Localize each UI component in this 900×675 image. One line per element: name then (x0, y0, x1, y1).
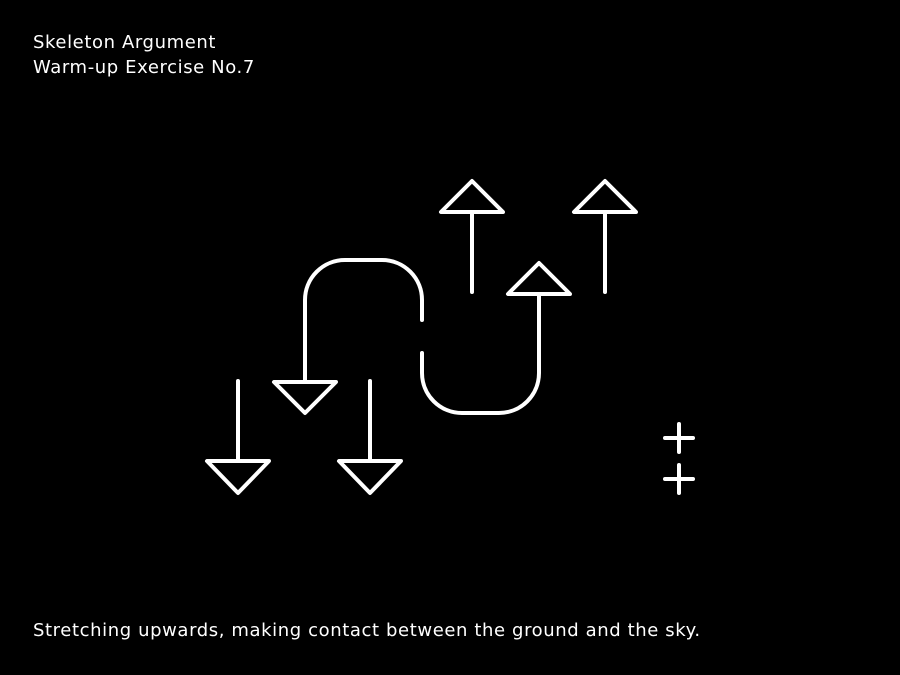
curved-up-arrow-icon (420, 261, 572, 415)
page-title: Skeleton Argument (33, 32, 217, 53)
page-subtitle: Warm-up Exercise No.7 (33, 57, 255, 78)
caption-text: Stretching upwards, making contact betwe… (33, 620, 701, 641)
plus-icon (663, 463, 695, 495)
up-arrow-icon (439, 179, 505, 294)
plus-icon (663, 422, 695, 454)
up-arrow-icon (572, 179, 638, 294)
down-arrow-icon (205, 379, 271, 495)
down-arrow-icon (337, 379, 403, 495)
curved-down-arrow-icon (272, 258, 424, 415)
header: Skeleton Argument Warm-up Exercise No.7 (33, 30, 255, 80)
